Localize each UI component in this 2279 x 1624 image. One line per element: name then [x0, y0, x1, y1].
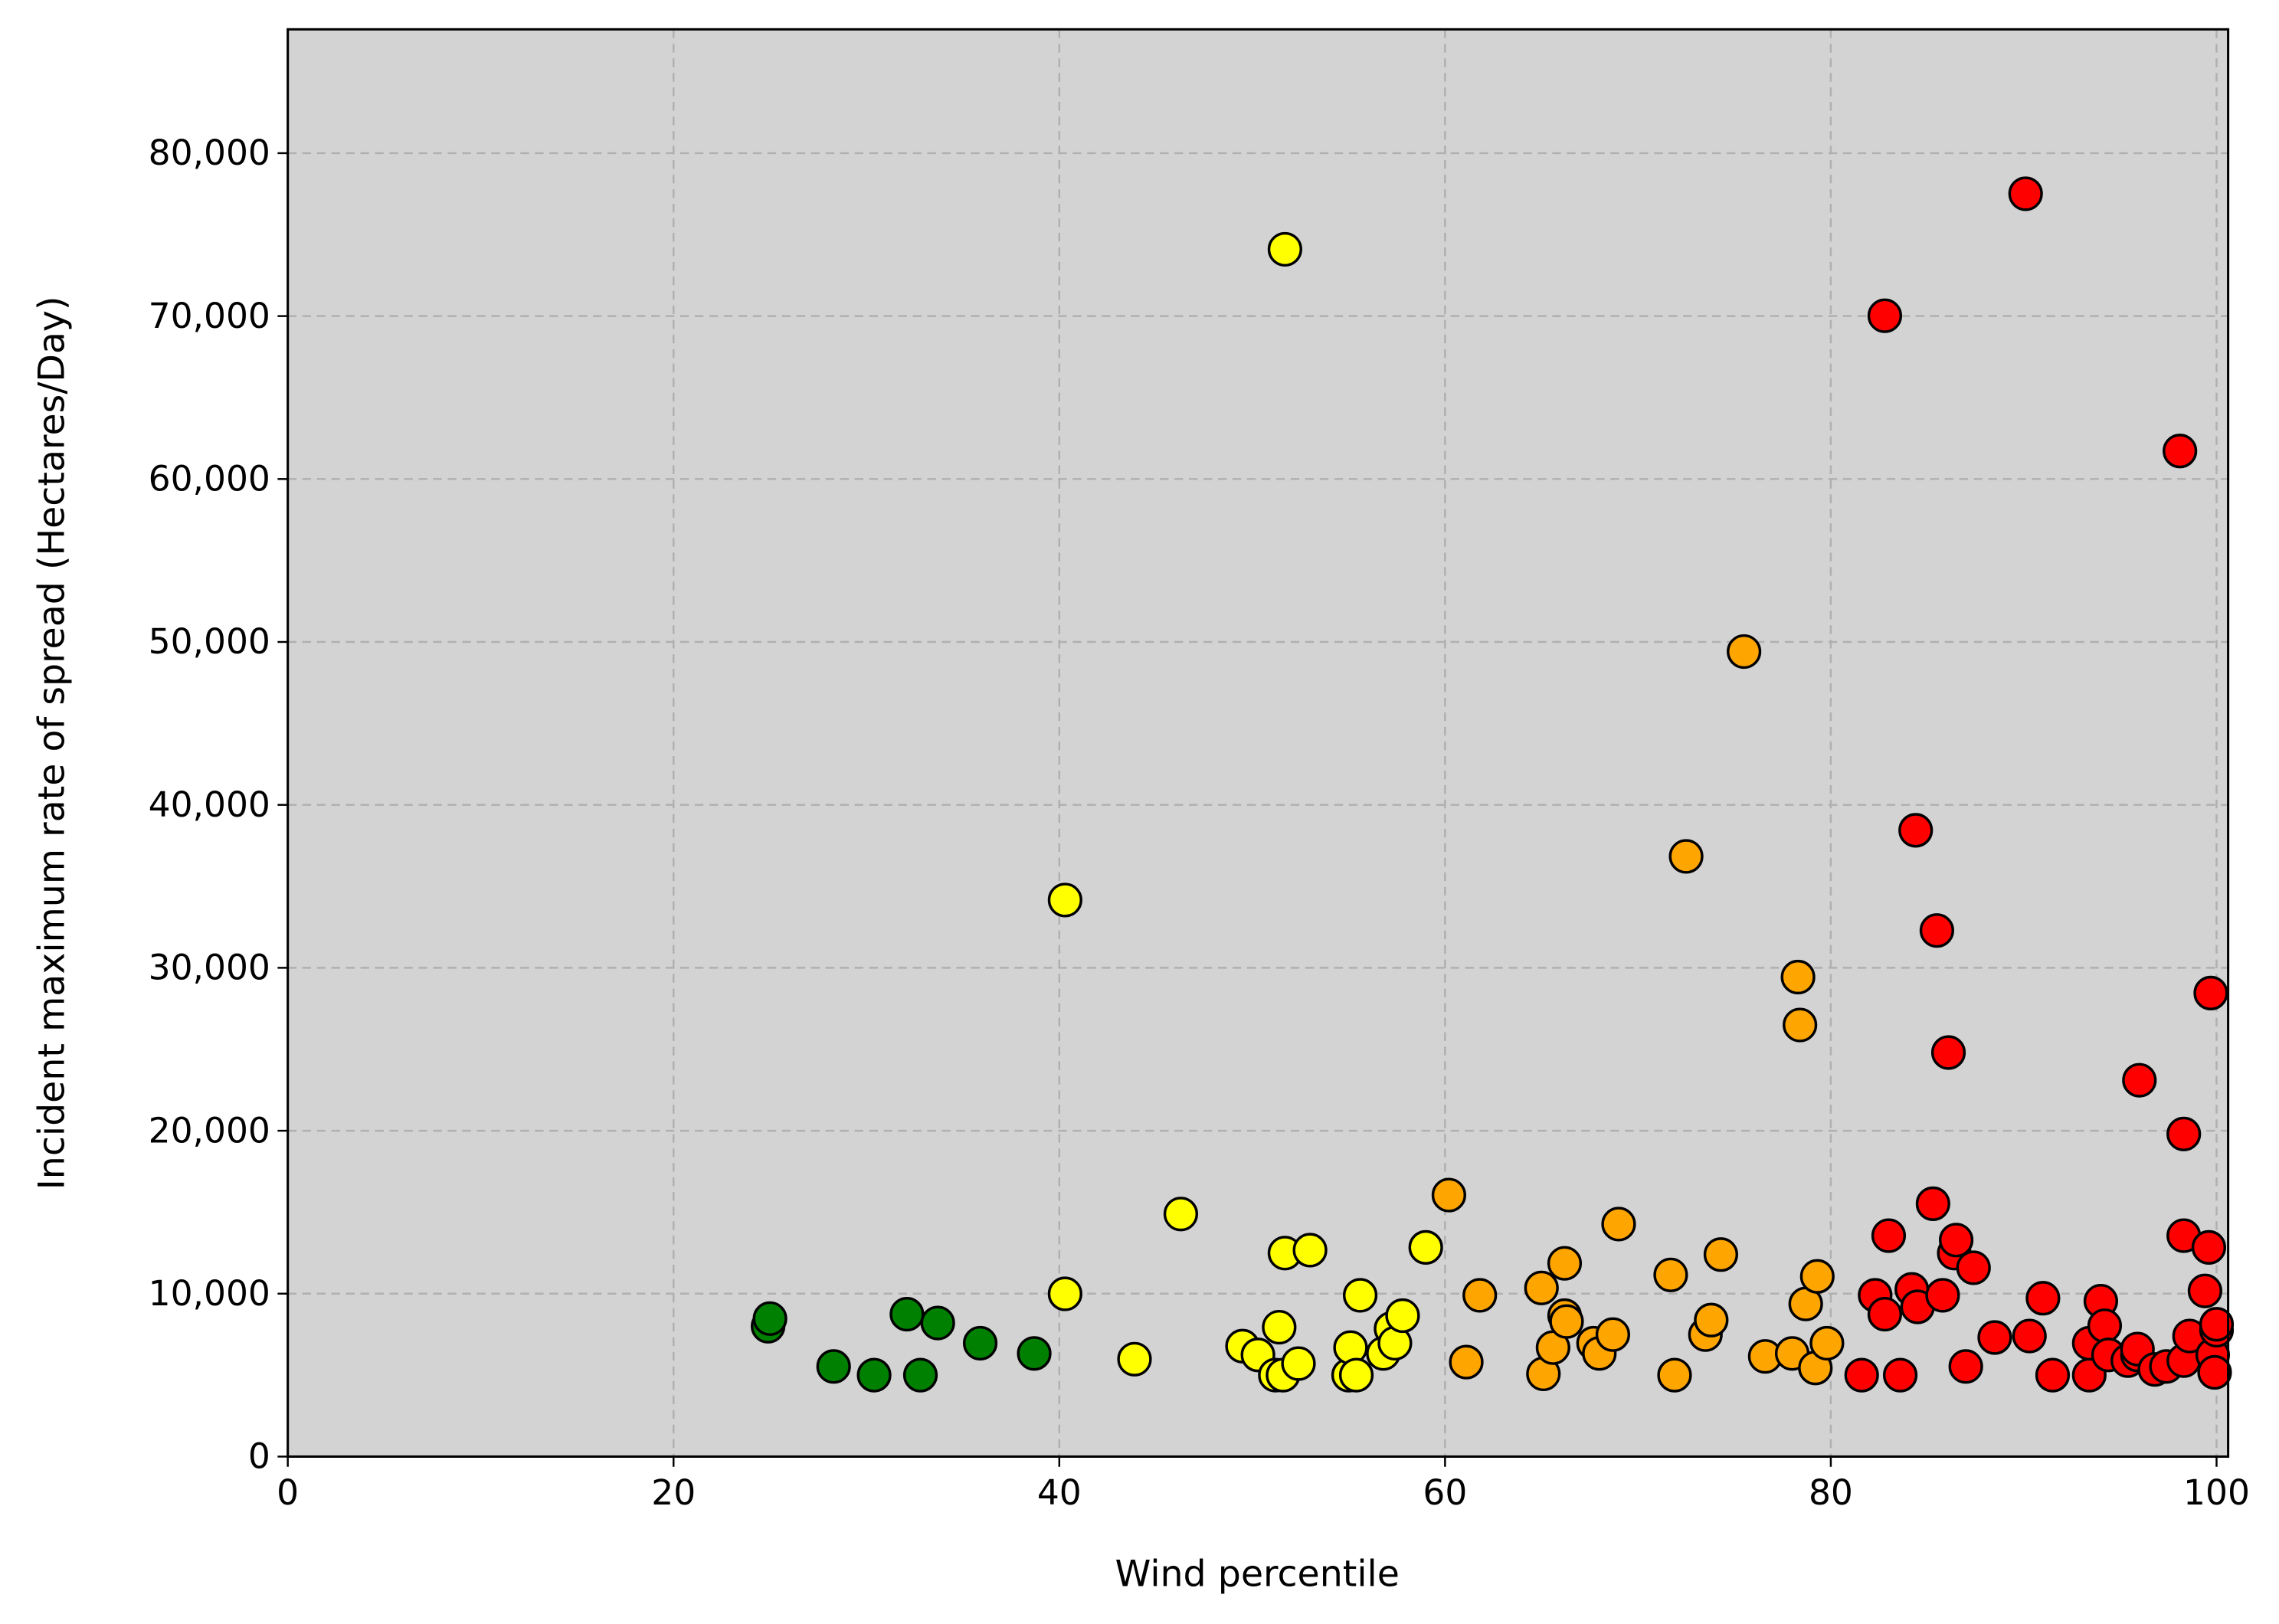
data-point: [2087, 1308, 2123, 1344]
data-point: [1449, 1344, 1484, 1380]
data-point: [2191, 1229, 2226, 1265]
data-point: [1977, 1320, 2012, 1355]
data-point: [1653, 1257, 1688, 1292]
data-point: [902, 1357, 938, 1393]
data-point: [1882, 1357, 1918, 1393]
data-point: [1292, 1233, 1328, 1268]
data-point: [1262, 1310, 1297, 1345]
y-tick-label: 60,000: [149, 458, 270, 499]
points: [751, 176, 2235, 1393]
data-point: [1844, 1357, 1879, 1393]
data-point: [1939, 1223, 1974, 1258]
data-point: [1117, 1341, 1152, 1377]
x-tick-label: 60: [1423, 1472, 1467, 1513]
data-point: [2199, 1307, 2235, 1342]
data-point: [1342, 1278, 1378, 1313]
data-point: [1780, 959, 1816, 995]
data-point: [2187, 1273, 2222, 1308]
data-point: [1338, 1357, 1374, 1393]
data-point: [1385, 1298, 1420, 1334]
data-point: [1657, 1357, 1692, 1393]
y-tick-label: 0: [248, 1436, 270, 1477]
data-point: [1462, 1278, 1498, 1313]
x-tick-label: 40: [1037, 1472, 1082, 1513]
data-point: [1871, 1218, 1907, 1253]
x-tick-label: 0: [277, 1472, 299, 1513]
y-axis-label: Incident maximum rate of spread (Hectare…: [31, 296, 73, 1190]
data-point: [1524, 1270, 1559, 1305]
x-tick-label: 20: [651, 1472, 696, 1513]
x-tick-label: 80: [1809, 1472, 1853, 1513]
data-point: [1898, 813, 1934, 848]
x-tick-label: 100: [2183, 1472, 2250, 1513]
data-point: [1867, 1296, 1903, 1332]
data-point: [1727, 634, 1762, 670]
plot-area: [287, 29, 2228, 1457]
x-axis-label: Wind percentile: [1115, 1553, 1399, 1595]
data-point: [1047, 882, 1082, 918]
data-point: [1867, 298, 1903, 333]
data-point: [2122, 1062, 2157, 1098]
data-point: [1281, 1346, 1316, 1381]
data-point: [1408, 1229, 1443, 1265]
data-point: [816, 1349, 851, 1384]
data-point: [1930, 1035, 1966, 1070]
data-point: [920, 1305, 955, 1341]
data-point: [1956, 1250, 1991, 1285]
ticks: 0 20 40 60 80 100 0 10,000 20,000 30,000 40,000 50,…: [149, 133, 2250, 1513]
y-tick-label: 10,000: [149, 1273, 270, 1314]
data-point: [856, 1357, 892, 1393]
data-point: [1919, 913, 1954, 948]
y-tick-label: 50,000: [149, 621, 270, 662]
data-point: [1547, 1246, 1583, 1281]
data-point: [1595, 1317, 1630, 1352]
y-tick-label: 70,000: [149, 296, 270, 336]
data-point: [962, 1325, 998, 1361]
data-point: [2197, 1354, 2232, 1390]
data-point: [1267, 231, 1302, 267]
data-point: [1915, 1186, 1950, 1221]
data-point: [1799, 1259, 1835, 1294]
data-point: [1431, 1177, 1466, 1213]
data-point: [1163, 1197, 1198, 1232]
data-point: [2008, 176, 2043, 211]
data-point: [2035, 1357, 2071, 1393]
data-point: [1549, 1304, 1584, 1339]
data-point: [1694, 1302, 1729, 1338]
data-point: [1601, 1207, 1636, 1242]
data-point: [1809, 1325, 1845, 1361]
data-point: [2012, 1318, 2047, 1354]
y-tick-label: 40,000: [149, 784, 270, 825]
data-point: [2166, 1116, 2202, 1151]
data-point: [1925, 1278, 1960, 1313]
data-point: [752, 1301, 787, 1336]
y-tick-label: 30,000: [149, 948, 270, 988]
y-tick-label: 20,000: [149, 1110, 270, 1151]
data-point: [2193, 975, 2228, 1010]
y-tick-label: 80,000: [149, 133, 270, 173]
data-point: [1948, 1349, 1983, 1384]
data-point: [1783, 1007, 1818, 1043]
data-point: [1017, 1336, 1052, 1371]
data-point: [889, 1296, 925, 1332]
plot-frame: [287, 28, 2230, 1458]
data-point: [1668, 839, 1704, 874]
data-point: [2163, 434, 2198, 469]
data-point: [1703, 1237, 1738, 1272]
data-point: [1047, 1276, 1082, 1311]
data-point: [2025, 1281, 2061, 1316]
